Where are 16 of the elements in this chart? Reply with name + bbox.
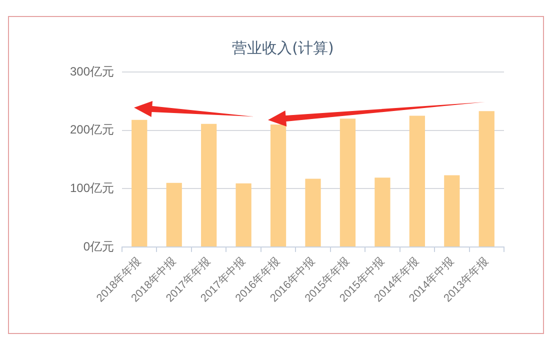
y-tick-label: 200亿元 [70, 122, 114, 137]
bar [166, 182, 182, 247]
y-tick-label: 0亿元 [83, 239, 114, 254]
bar [374, 178, 390, 247]
bar [478, 111, 494, 247]
y-tick-label: 100亿元 [70, 181, 114, 195]
bar [444, 175, 460, 247]
bar [201, 124, 217, 247]
bar [236, 183, 252, 247]
bar [270, 124, 286, 247]
y-tick-label: 300亿元 [70, 64, 114, 78]
chart-title: 营业收入(计算) [232, 38, 334, 57]
bar [409, 116, 425, 247]
bar [305, 178, 321, 247]
bar [340, 118, 356, 247]
bar [132, 120, 148, 247]
